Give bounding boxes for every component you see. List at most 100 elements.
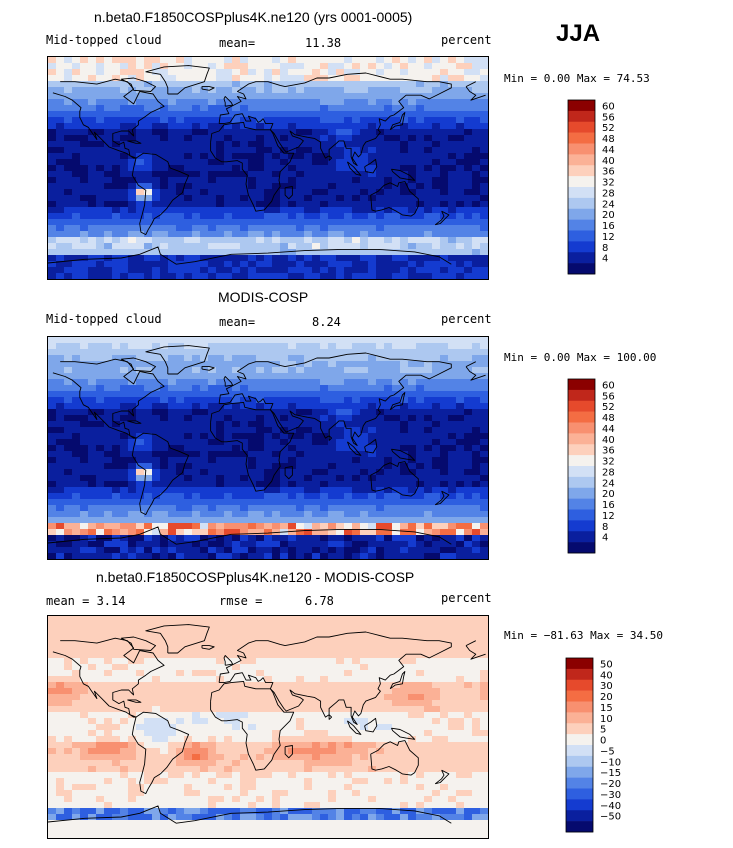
map-cell	[456, 267, 465, 274]
map-cell	[312, 189, 321, 196]
map-cell	[48, 349, 57, 356]
map-cell	[136, 379, 145, 386]
map-cell	[288, 63, 297, 70]
map-cell	[112, 676, 121, 683]
map-cell	[272, 658, 281, 665]
map-cell	[320, 676, 329, 683]
map-cell	[456, 481, 465, 488]
map-cell	[344, 207, 353, 214]
map-cell	[352, 622, 361, 629]
map-cell	[440, 189, 449, 196]
map-cell	[152, 541, 161, 548]
map-cell	[304, 153, 313, 160]
map-cell	[376, 261, 385, 268]
map-cell	[312, 499, 321, 506]
map-cell	[216, 207, 225, 214]
map-cell	[128, 135, 137, 142]
map-cell	[80, 445, 89, 452]
map-cell	[80, 682, 89, 689]
map-cell	[72, 81, 81, 88]
map-cell	[96, 219, 105, 226]
map-cell	[192, 69, 201, 76]
map-cell	[400, 421, 409, 428]
map-cell	[416, 165, 425, 172]
map-cell	[152, 355, 161, 362]
map-cell	[360, 361, 369, 368]
map-cell	[72, 267, 81, 274]
map-cell	[184, 664, 193, 671]
map-cell	[64, 616, 73, 623]
map-cell	[336, 87, 345, 94]
map-cell	[432, 237, 441, 244]
map-cell	[72, 634, 81, 641]
map-cell	[72, 511, 81, 518]
map-cell	[424, 111, 433, 118]
map-cell	[240, 634, 249, 641]
map-cell	[168, 628, 177, 635]
map-cell	[128, 652, 137, 659]
map-cell	[72, 457, 81, 464]
coastline	[223, 96, 234, 107]
map-cell	[168, 267, 177, 274]
map-cell	[472, 397, 481, 404]
map-cell	[456, 237, 465, 244]
map-cell	[248, 219, 257, 226]
map-cell	[160, 75, 169, 82]
map-cell	[208, 511, 217, 518]
map-cell	[168, 652, 177, 659]
map-cell	[160, 153, 169, 160]
map-cell	[200, 111, 209, 118]
map-cell	[256, 658, 265, 665]
map-cell	[408, 189, 417, 196]
map-cell	[264, 523, 273, 530]
map-cell	[184, 499, 193, 506]
map-cell	[376, 337, 385, 344]
map-cell	[64, 213, 73, 220]
map-cell	[344, 147, 353, 154]
map-cell	[144, 511, 153, 518]
map-cell	[240, 129, 249, 136]
map-cell	[232, 93, 241, 100]
map-cell	[416, 535, 425, 542]
map-cell	[448, 547, 457, 554]
map-cell	[160, 487, 169, 494]
map-cell	[72, 439, 81, 446]
map-cell	[304, 213, 313, 220]
map-cell	[408, 267, 417, 274]
map-cell	[168, 361, 177, 368]
map-cell	[328, 541, 337, 548]
map-cell	[328, 189, 337, 196]
map-cell	[248, 249, 257, 256]
map-cell	[248, 523, 257, 530]
map-cell	[248, 165, 257, 172]
map-cell	[136, 123, 145, 130]
map-cell	[480, 213, 488, 220]
map-cell	[448, 177, 457, 184]
map-cell	[152, 105, 161, 112]
map-cell	[416, 415, 425, 422]
map-cell	[48, 670, 57, 677]
map-cell	[312, 255, 321, 262]
map-cell	[80, 616, 89, 623]
map-cell	[152, 373, 161, 380]
map-cell	[480, 195, 488, 202]
map-cell	[208, 646, 217, 653]
map-cell	[160, 93, 169, 100]
map-cell	[424, 81, 433, 88]
map-cell	[48, 111, 57, 118]
map-cell	[344, 457, 353, 464]
map-cell	[176, 616, 185, 623]
map-cell	[232, 403, 241, 410]
map-cell	[168, 231, 177, 238]
map-cell	[408, 57, 417, 64]
map-cell	[440, 616, 449, 623]
map-cell	[200, 93, 209, 100]
map-cell	[208, 201, 217, 208]
map-cell	[248, 273, 257, 279]
map-cell	[184, 385, 193, 392]
map-cell	[80, 141, 89, 148]
map-cell	[424, 433, 433, 440]
map-cell	[424, 147, 433, 154]
map-cell	[432, 499, 441, 506]
map-cell	[80, 267, 89, 274]
